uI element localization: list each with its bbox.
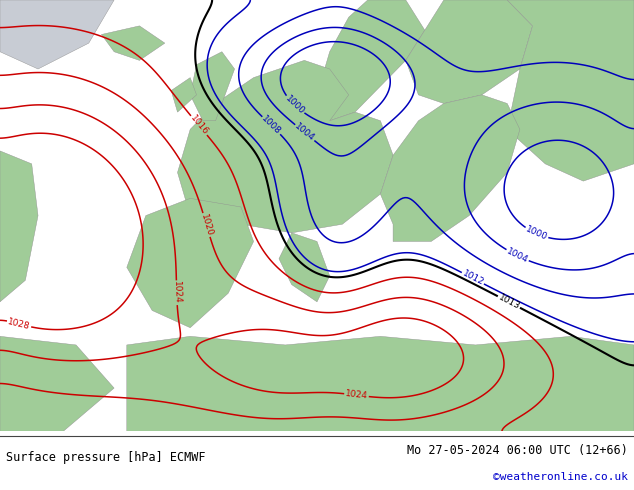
- Text: 1024: 1024: [172, 281, 181, 304]
- Text: Surface pressure [hPa] ECMWF: Surface pressure [hPa] ECMWF: [6, 451, 206, 464]
- Polygon shape: [279, 233, 330, 302]
- Polygon shape: [507, 0, 634, 181]
- Polygon shape: [317, 0, 425, 121]
- Polygon shape: [0, 336, 114, 431]
- Text: 1004: 1004: [293, 122, 316, 144]
- Polygon shape: [127, 336, 634, 431]
- Polygon shape: [380, 95, 520, 242]
- Text: 1028: 1028: [7, 317, 31, 331]
- Text: 1013: 1013: [496, 293, 521, 311]
- Polygon shape: [0, 0, 114, 69]
- Text: 1012: 1012: [461, 269, 485, 288]
- Text: 1004: 1004: [505, 246, 529, 265]
- Text: 1020: 1020: [199, 213, 214, 237]
- Text: ©weatheronline.co.uk: ©weatheronline.co.uk: [493, 472, 628, 482]
- Text: Mo 27-05-2024 06:00 UTC (12+66): Mo 27-05-2024 06:00 UTC (12+66): [407, 443, 628, 457]
- Polygon shape: [127, 198, 254, 328]
- Polygon shape: [406, 0, 533, 103]
- Text: 1024: 1024: [345, 390, 368, 401]
- Polygon shape: [178, 60, 393, 233]
- Text: 1016: 1016: [188, 114, 210, 137]
- Polygon shape: [0, 151, 38, 302]
- Text: 1008: 1008: [260, 114, 283, 137]
- Polygon shape: [101, 26, 165, 60]
- Text: 1000: 1000: [524, 225, 549, 243]
- Polygon shape: [190, 52, 235, 121]
- Polygon shape: [171, 77, 197, 112]
- Text: 1000: 1000: [283, 94, 306, 116]
